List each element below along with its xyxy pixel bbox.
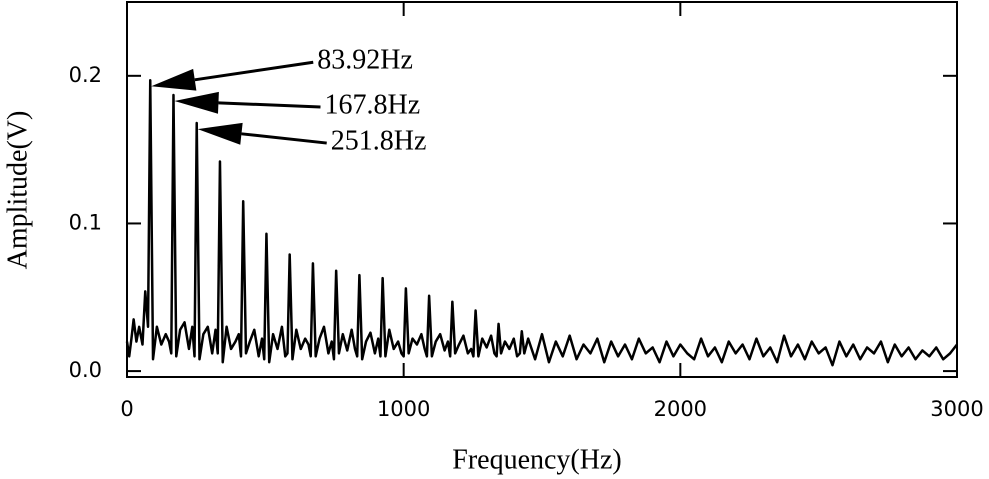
annotation-arrowhead [174,91,219,114]
annotation-arrow [194,60,314,82]
x-tick-label: 1000 [377,397,430,421]
x-tick-label: 3000 [930,397,983,421]
annotation-arrow [241,132,327,145]
annotation-arrowhead [151,68,197,91]
annotation-label: 167.8Hz [324,89,420,120]
annotation-arrow [218,101,321,109]
plot-frame [126,1,958,378]
y-tick-label: 0.0 [69,358,102,382]
y-tick-label: 0.2 [69,63,102,87]
annotation-label: 83.92Hz [317,45,413,76]
annotation-label: 251.8Hz [331,125,427,156]
x-axis-title: Frequency(Hz) [452,444,621,475]
x-tick-label: 0 [120,397,133,421]
y-axis-title: Amplitude(V) [2,111,33,270]
x-tick-label: 2000 [654,397,707,421]
y-tick-label: 0.1 [69,210,102,234]
spectrum-line [125,79,958,367]
annotation-arrowhead [197,122,243,145]
